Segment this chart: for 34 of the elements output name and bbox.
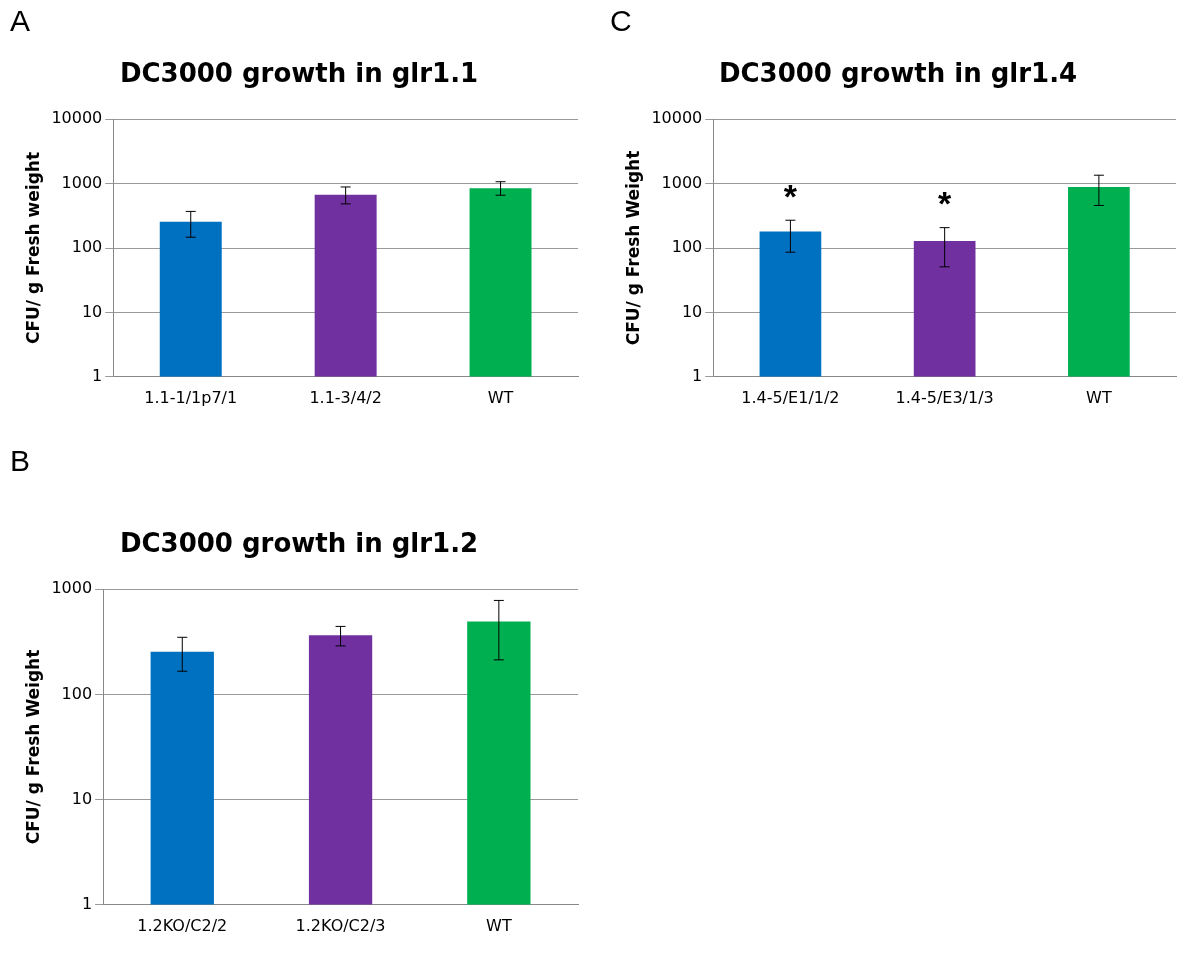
x-tick-label: 1.2KO/C2/2: [137, 915, 228, 935]
y-tick-label: 1: [81, 893, 93, 913]
y-axis-title: CFU/ g Fresh weight: [22, 151, 43, 345]
y-tick-label: 10000: [51, 108, 103, 128]
text: A: [10, 4, 31, 38]
annotation: *: [783, 176, 798, 215]
chart-title: DC3000 growth in glr1.4: [718, 58, 1078, 89]
text: B: [10, 444, 31, 478]
y-tick-label: 100: [671, 237, 703, 257]
y-tick-label: 1000: [61, 172, 103, 192]
y-tick-label: 100: [61, 683, 93, 703]
text: C: [610, 4, 632, 38]
y-tick-label: 1: [692, 365, 703, 385]
y-tick-label: 10: [71, 788, 93, 808]
x-tick-label: 1.2KO/C2/3: [295, 915, 386, 935]
x-tick-label: 1.1-3/4/2: [309, 387, 382, 407]
x-tick-label: 1.1-1/1p7/1: [144, 387, 238, 407]
y-tick-label: 1000: [51, 578, 93, 598]
x-tick-label: 1.4-5/E3/1/3: [895, 387, 994, 407]
chart-title: DC3000 growth in glr1.2: [119, 528, 479, 559]
chart-title: DC3000 growth in glr1.1: [119, 58, 479, 89]
y-tick-label: 1000: [661, 172, 703, 192]
annotation: *: [938, 184, 953, 223]
x-tick-label: WT: [1086, 387, 1112, 407]
x-tick-label: WT: [486, 915, 512, 935]
x-tick-label: 1.4-5/E1/1/2: [741, 387, 840, 407]
y-tick-label: 1: [92, 365, 103, 385]
x-tick-label: WT: [487, 387, 514, 407]
y-tick-label: 10: [81, 301, 103, 321]
y-tick-label: 10000: [651, 108, 703, 128]
y-axis-title: CFU/ g Fresh Weight: [22, 649, 43, 845]
y-axis-title: CFU/ g Fresh Weight: [622, 150, 643, 346]
y-tick-label: 10: [681, 301, 703, 321]
y-tick-label: 100: [71, 237, 103, 257]
